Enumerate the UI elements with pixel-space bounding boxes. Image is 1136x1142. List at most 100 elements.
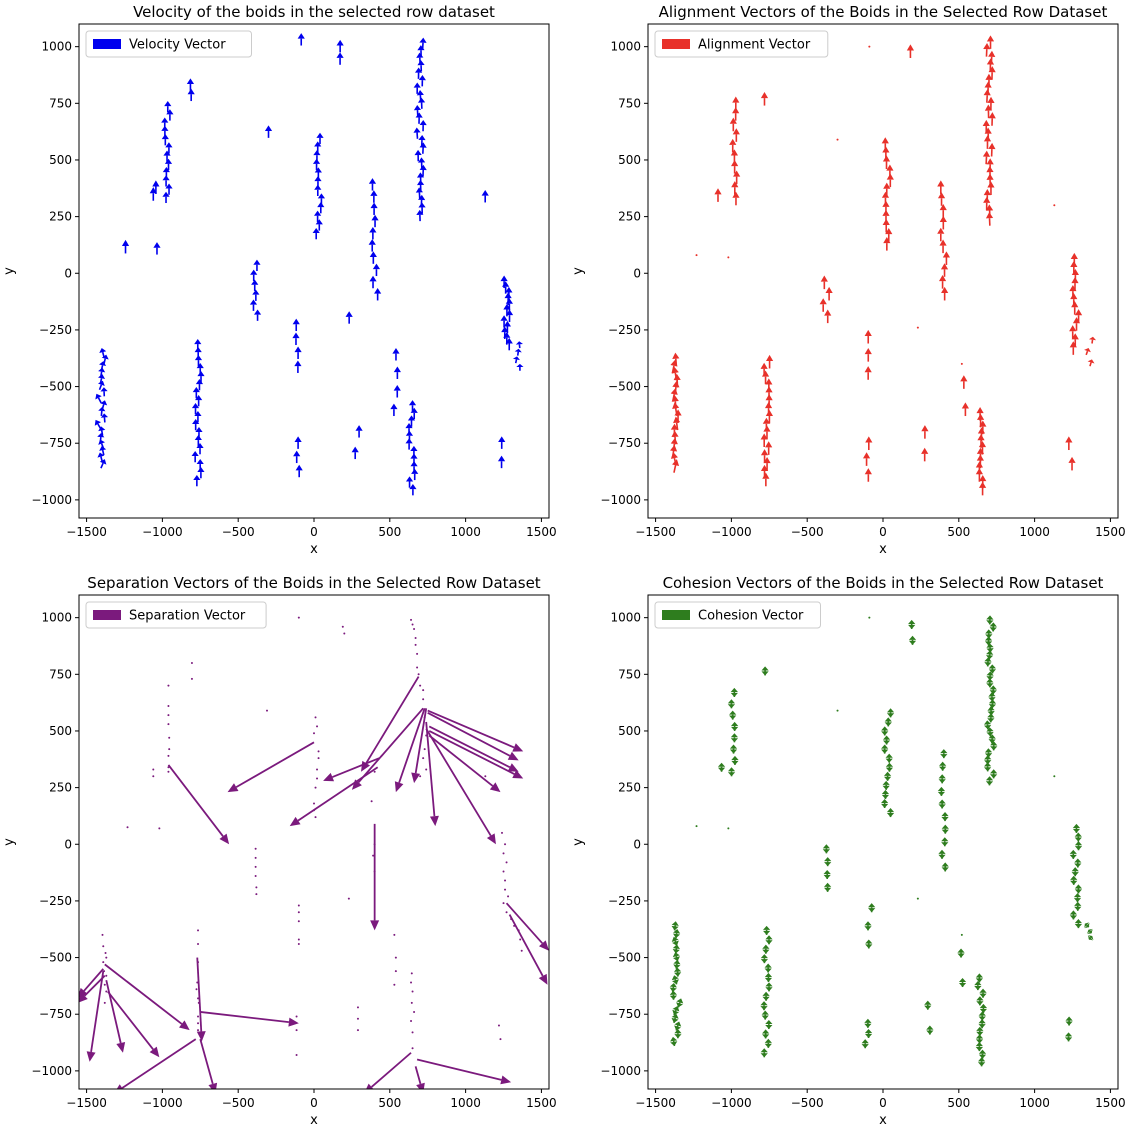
alignment-arrow [881, 137, 889, 151]
alignment-arrow [729, 138, 737, 153]
alignment-xtick-label: 0 [879, 525, 887, 539]
velocity-arrow [314, 167, 322, 179]
velocity-arrow [253, 259, 261, 271]
separation-dot [502, 902, 505, 905]
velocity-arrow [166, 109, 174, 121]
separation-dot [372, 854, 375, 857]
alignment-arrow [865, 436, 873, 451]
velocity-arrow [195, 378, 204, 391]
velocity-arrow [313, 210, 322, 222]
cohesion-ytick-label: 750 [618, 667, 641, 681]
separation-dot [314, 816, 317, 819]
cohesion-arrow [729, 744, 738, 754]
alignment-arrow [939, 204, 947, 218]
alignment-arrow [1071, 301, 1079, 315]
cohesion-legend: Cohesion Vector [654, 601, 821, 629]
cohesion-ytick-label: 1000 [610, 611, 641, 625]
cohesion-arrow [676, 998, 684, 1008]
separation-ytick-label: −500 [39, 951, 72, 965]
velocity-xtick-label: −500 [222, 525, 255, 539]
cohesion-arrow [1087, 928, 1093, 935]
separation-dot [297, 911, 300, 914]
separation-arrow [86, 971, 105, 1062]
cohesion-arrow [674, 1021, 682, 1031]
velocity-arrow [419, 142, 427, 154]
alignment-arrow [938, 275, 947, 289]
separation-xtick-label: −500 [222, 1096, 255, 1110]
velocity-arrow [503, 320, 512, 334]
separation-xtick-label: 500 [378, 1096, 401, 1110]
cohesion-arrow [881, 798, 889, 809]
separation-dot [501, 831, 503, 834]
cohesion-arrow [1064, 1032, 1073, 1042]
separation-dot [416, 666, 419, 669]
cohesion-arrow [669, 990, 678, 1000]
separation-ylabel: y [2, 838, 17, 846]
velocity-arrow [418, 134, 426, 147]
alignment-arrow [731, 181, 739, 195]
separation-dot [295, 1015, 298, 1018]
alignment-xtick-label: 500 [947, 525, 970, 539]
cohesion-arrow [882, 780, 890, 790]
alignment-vectors [670, 35, 1097, 496]
cohesion-arrow [886, 808, 895, 818]
velocity-ylabel: y [2, 267, 17, 275]
separation-arrow [428, 725, 519, 772]
separation-dot [158, 827, 161, 830]
velocity-arrow [415, 187, 423, 199]
cohesion-arrow [765, 982, 773, 992]
alignment-arrow [765, 378, 773, 393]
velocity-arrow [481, 189, 489, 203]
velocity-arrow [99, 348, 107, 358]
velocity-arrow [317, 193, 326, 205]
velocity-ytick-label: 750 [49, 96, 72, 110]
velocity-xtick-label: 0 [310, 525, 318, 539]
separation-dot [394, 956, 397, 959]
alignment-arrow [864, 348, 872, 362]
separation-dot [422, 757, 425, 760]
velocity-arrow [316, 132, 324, 145]
separation-dot [197, 1022, 200, 1025]
alignment-subplot: −1500 −1000 −500 0 500 1000 1500 −1000 −750 −500 −… [571, 3, 1126, 557]
separation-dot [105, 956, 108, 959]
velocity-arrow [369, 251, 377, 264]
separation-dot [254, 874, 257, 877]
separation-dot [197, 1015, 200, 1018]
alignment-arrow [937, 180, 945, 194]
cohesion-arrow [908, 619, 916, 629]
separation-dot [313, 802, 315, 805]
cohesion-arrow [865, 939, 873, 949]
velocity-ytick-label: 250 [49, 210, 72, 224]
cohesion-arrow [868, 903, 876, 913]
separation-dot [411, 990, 414, 993]
cohesion-arrow [881, 744, 889, 754]
alignment-arrow [824, 309, 832, 324]
cohesion-dot [695, 825, 698, 828]
velocity-arrow [163, 150, 171, 162]
separation-dot [105, 990, 108, 993]
separation-dot [410, 972, 413, 975]
separation-subplot: −1500 −1000 −500 0 500 1000 1500 −1000 −750 −500 −… [2, 574, 557, 1128]
alignment-arrow [983, 135, 992, 149]
velocity-arrow [413, 82, 421, 94]
velocity-arrow [405, 476, 414, 488]
alignment-ytick-label: 500 [618, 153, 641, 167]
velocity-arrow [164, 101, 172, 113]
alignment-arrow [732, 96, 740, 111]
cohesion-arrow [988, 664, 996, 674]
separation-dot [373, 770, 376, 773]
velocity-arrow [294, 346, 302, 359]
separation-xtick-label: 1000 [450, 1096, 481, 1110]
cohesion-arrow [760, 1001, 768, 1011]
separation-dot [167, 770, 170, 773]
cohesion-ytick-label: 0 [633, 837, 641, 851]
velocity-arrow [293, 450, 301, 464]
velocity-ytick-label: −500 [39, 380, 72, 394]
separation-xlabel: x [310, 1113, 318, 1128]
cohesion-arrow [985, 776, 994, 786]
velocity-arrow [369, 226, 377, 240]
velocity-arrow [393, 385, 401, 398]
separation-arrow [411, 708, 428, 784]
cohesion-arrow [984, 657, 992, 667]
